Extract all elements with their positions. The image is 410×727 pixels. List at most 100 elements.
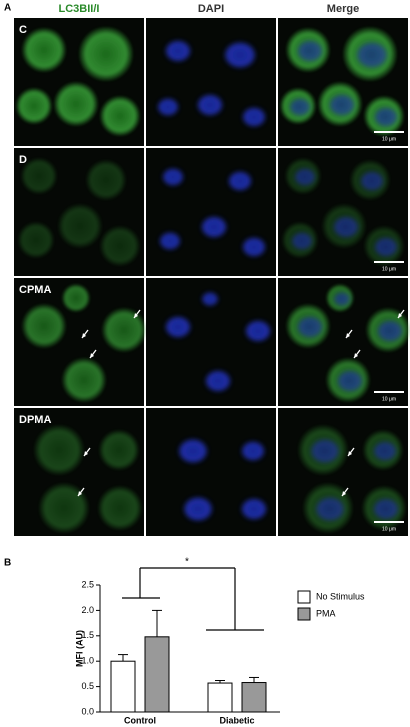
cell (22, 28, 66, 72)
nucleus (333, 292, 351, 306)
micrograph: D (14, 148, 144, 276)
arrow-head (134, 313, 138, 318)
nucleus (240, 498, 268, 520)
scale-bar-label: 10 μm (382, 266, 396, 272)
micrograph: CPMA (14, 278, 146, 406)
cell (18, 222, 54, 258)
legend-label: PMA (316, 608, 336, 618)
significance-label: * (185, 557, 189, 568)
bar (207, 682, 233, 713)
scale-bar-label: 10 μm (382, 526, 396, 532)
arrow-head (348, 451, 352, 456)
micrograph (146, 278, 276, 406)
arrow-head (82, 333, 86, 338)
nucleus (162, 168, 184, 186)
nucleus (310, 438, 340, 464)
row-label: D (19, 154, 27, 166)
cell (99, 430, 139, 470)
bar (110, 660, 136, 713)
panel-label: A (4, 3, 11, 14)
y-tick-label: 1.0 (81, 656, 94, 666)
legend-swatch (297, 607, 311, 621)
nucleus (376, 320, 404, 342)
column-header: Merge (327, 3, 359, 15)
nucleus (200, 216, 228, 238)
micrograph: 10 μm (278, 408, 408, 536)
bar (241, 682, 267, 713)
nucleus (164, 40, 192, 62)
nucleus (183, 496, 213, 522)
y-tick-label: 0.0 (81, 706, 94, 716)
cell (22, 304, 66, 348)
nucleus (201, 292, 219, 306)
nucleus (296, 316, 324, 338)
cell (62, 358, 106, 402)
y-tick-label: 1.5 (81, 630, 94, 640)
nucleus (315, 496, 345, 522)
nucleus (294, 168, 316, 186)
row-label: C (19, 24, 27, 36)
cell (100, 96, 140, 136)
scale-bar-label: 10 μm (382, 396, 396, 402)
arrow-head (84, 451, 88, 456)
nucleus (159, 232, 181, 250)
micrograph: DPMA (14, 408, 144, 536)
micrograph-background (146, 18, 276, 146)
nucleus (242, 107, 266, 127)
cell (54, 82, 98, 126)
nucleus (291, 232, 313, 250)
nucleus (228, 171, 252, 191)
nucleus (373, 441, 397, 461)
cell (16, 88, 52, 124)
nucleus (332, 216, 360, 238)
micrograph: 10 μm (278, 148, 408, 276)
arrow-head (354, 353, 358, 358)
legend-label: No Stimulus (316, 591, 365, 601)
nucleus (242, 237, 266, 257)
nucleus (196, 94, 224, 116)
cell (100, 226, 140, 266)
cell (39, 483, 89, 533)
nucleus (374, 237, 398, 257)
legend-swatch (297, 590, 311, 604)
nucleus (289, 98, 311, 116)
cell (21, 158, 57, 194)
row-label: DPMA (19, 414, 51, 426)
y-axis-label: MFI (AU) (74, 630, 84, 667)
bar (144, 636, 170, 713)
column-header: LC3BII/I (59, 3, 100, 15)
y-tick-label: 2.5 (81, 579, 94, 589)
x-tick-label: Diabetic (219, 715, 254, 725)
micrograph (146, 18, 276, 146)
micrograph-background (146, 148, 276, 276)
nucleus (360, 171, 384, 191)
nucleus (241, 441, 265, 461)
column-header: DAPI (198, 3, 224, 15)
arrow-head (90, 353, 94, 358)
nucleus (204, 370, 232, 392)
arrow-head (346, 333, 350, 338)
arrow-head (398, 313, 402, 318)
nucleus (336, 370, 364, 392)
cell (34, 425, 84, 475)
nucleus (374, 107, 398, 127)
cell (62, 284, 90, 312)
micrograph: 10 μm (278, 278, 410, 406)
micrograph (146, 408, 276, 536)
nucleus (164, 316, 192, 338)
cell (98, 486, 142, 530)
nucleus (355, 41, 389, 69)
x-tick-label: Control (124, 715, 156, 725)
scale-bar-label: 10 μm (382, 136, 396, 142)
y-tick-label: 0.5 (81, 681, 94, 691)
nucleus (223, 41, 257, 69)
row-label: CPMA (19, 284, 51, 296)
nucleus (328, 94, 356, 116)
cell (58, 204, 102, 248)
cell (79, 27, 133, 81)
micrograph (146, 148, 276, 276)
cell (102, 308, 146, 352)
arrow-head (342, 491, 346, 496)
micrograph: 10 μm (278, 18, 408, 146)
